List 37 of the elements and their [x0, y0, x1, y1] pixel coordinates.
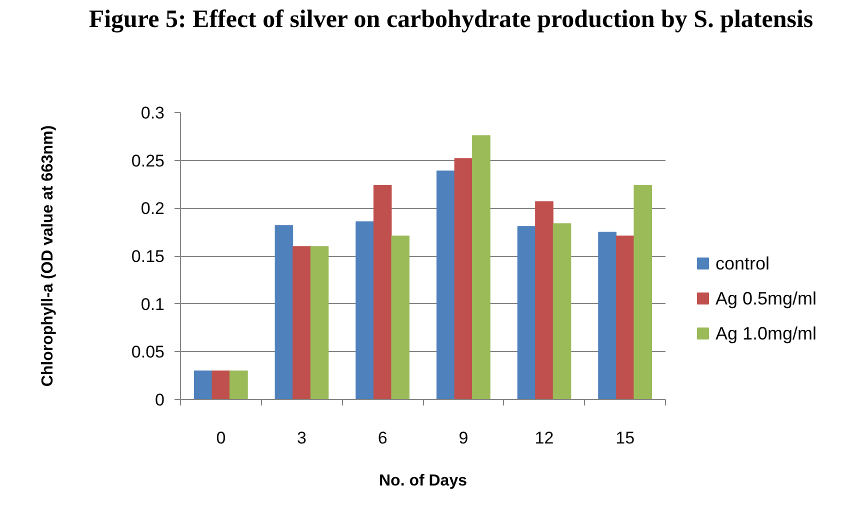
y-tick-label: 0 [155, 390, 165, 410]
bar [454, 158, 473, 400]
x-tick-label: 12 [534, 428, 554, 448]
x-tick-label: 9 [458, 428, 468, 448]
bar [598, 232, 616, 400]
bar [230, 370, 248, 400]
bar [274, 225, 294, 400]
y-tick-label: 0.05 [131, 342, 165, 362]
legend-label: Ag 1.0mg/ml [716, 324, 817, 344]
legend-label: control [716, 254, 770, 274]
bar [391, 236, 410, 400]
y-tick-label: 0.2 [140, 199, 165, 218]
bar [436, 170, 455, 400]
bar [634, 184, 652, 400]
chart-title: Figure 5: Effect of silver on carbohydrate production by S. platensis [88, 5, 814, 35]
bar [310, 246, 329, 400]
x-tick-label: 15 [616, 428, 635, 448]
bar [472, 135, 490, 400]
bar [292, 246, 311, 400]
x-axis-title: No. of Days [378, 472, 468, 490]
bar [356, 221, 374, 400]
bar [535, 201, 554, 400]
y-tick-label: 0.3 [140, 104, 165, 122]
bar [373, 184, 392, 400]
y-tick-label: 0.15 [131, 247, 165, 266]
y-tick-label: 0.1 [140, 294, 165, 314]
bar [552, 223, 572, 400]
bar [616, 236, 634, 400]
bar [194, 370, 212, 400]
bar [212, 370, 230, 400]
y-tick-label: 0.25 [131, 151, 165, 170]
bar [517, 226, 536, 400]
y-axis-title: Chlorophyll-a (OD value at 663nm) [39, 125, 56, 387]
x-tick-label: 6 [378, 428, 388, 448]
x-tick-label: 3 [297, 428, 306, 448]
x-tick-label: 0 [216, 428, 226, 448]
legend-label: Ag 0.5mg/ml [716, 288, 817, 308]
